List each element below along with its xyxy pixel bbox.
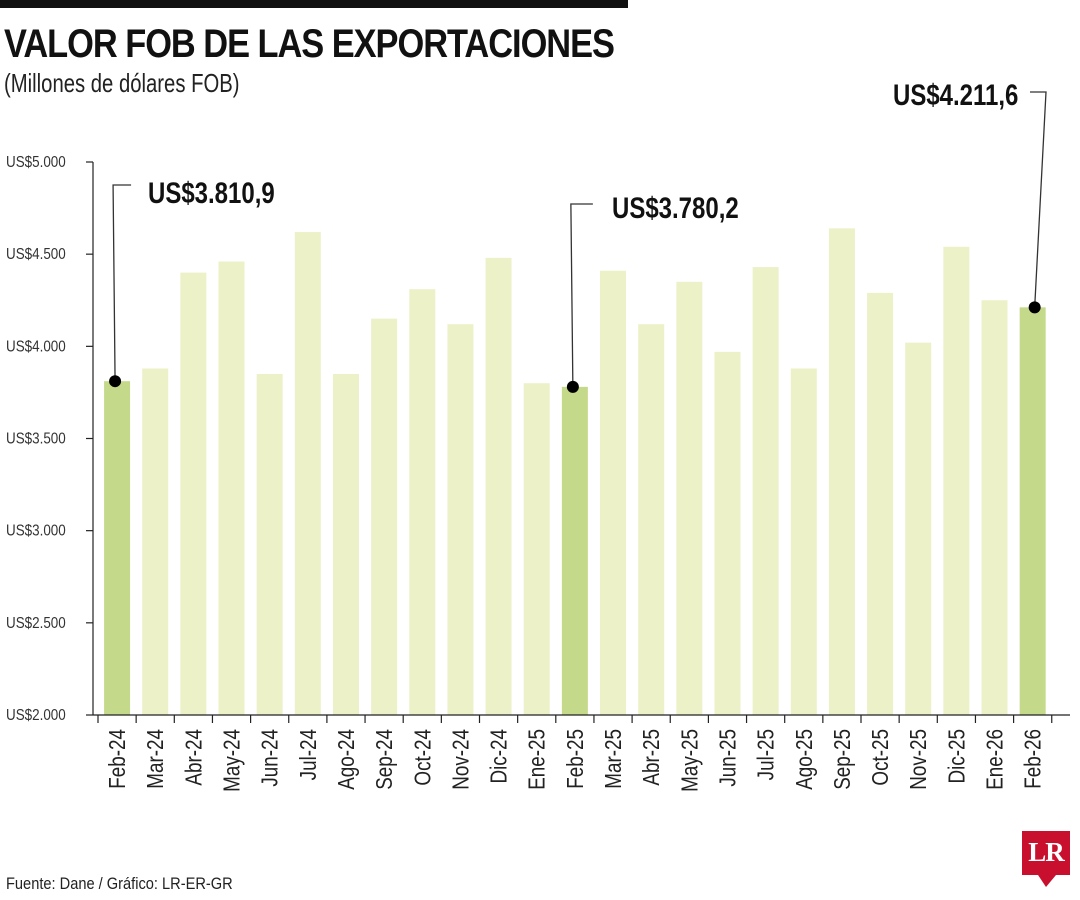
bar-mar-25 (600, 270, 627, 715)
x-tick-label-jun-25: Jun-25 (716, 729, 741, 787)
bar-abr-24 (180, 272, 207, 715)
x-tick-label-dic-24: Dic-24 (487, 729, 512, 784)
bar-feb-24 (104, 381, 131, 715)
bar-dic-24 (485, 257, 512, 715)
x-tick-label-jun-24: Jun-24 (258, 729, 283, 787)
bar-jul-24 (294, 232, 321, 715)
bar-ene-25 (523, 383, 550, 715)
bar-ago-25 (790, 368, 817, 715)
x-tick-label-feb-24: Feb-24 (105, 729, 130, 789)
bar-dic-25 (943, 246, 970, 715)
bar-oct-25 (867, 292, 894, 715)
annotation-leader-feb-26 (1030, 91, 1047, 308)
x-tick-label-dic-25: Dic-25 (945, 729, 970, 783)
bar-feb-26 (1019, 307, 1046, 715)
x-tick-label-feb-25: Feb-25 (563, 729, 588, 789)
source-note: Fuente: Dane / Gráfico: LR-ER-GR (6, 874, 233, 893)
x-tick-label-nov-24: Nov-24 (449, 729, 474, 790)
bar-abr-25 (638, 324, 665, 715)
x-tick-label-abr-25: Abr-25 (639, 729, 664, 786)
x-tick-label-sep-25: Sep-25 (830, 729, 855, 790)
x-tick-label-ene-26: Ene-26 (983, 729, 1008, 790)
x-tick-label-ene-25: Ene-25 (525, 729, 550, 790)
chart-subtitle: (Millones de dólares FOB) (4, 68, 240, 98)
bar-nov-25 (905, 342, 932, 715)
annotation-leader-feb-24 (112, 184, 132, 382)
bar-nov-24 (447, 324, 474, 715)
x-tick-label-mar-25: Mar-25 (601, 729, 626, 789)
annotation-label-feb-26: US$4.211,6 (893, 77, 1018, 111)
bar-jul-25 (752, 267, 779, 715)
x-tick-label-feb-26: Feb-26 (1021, 729, 1046, 789)
bar-oct-24 (409, 289, 436, 715)
x-tick-label-oct-24: Oct-24 (411, 729, 436, 786)
x-tick-label-nov-25: Nov-25 (907, 729, 932, 790)
annotation-label-feb-24: US$3.810,9 (148, 175, 275, 209)
y-tick-label-2000: US$2.000 (6, 707, 66, 724)
bar-may-25 (676, 281, 703, 715)
annotation-marker-feb-25 (566, 380, 579, 393)
bar-sep-25 (828, 228, 855, 716)
annotation-marker-feb-24 (109, 375, 122, 388)
annotation-label-feb-25: US$3.780,2 (612, 190, 739, 224)
logo-box (1022, 831, 1070, 875)
y-tick-label-4000: US$4.000 (6, 338, 66, 355)
x-tick-label-may-24: May-24 (220, 729, 245, 792)
annotation-leader-feb-25 (570, 203, 593, 387)
bar-jun-25 (714, 351, 741, 715)
x-tick-label-abr-24: Abr-24 (182, 729, 207, 786)
x-tick-label-mar-24: Mar-24 (144, 729, 169, 789)
y-tick-label-3500: US$3.500 (6, 431, 66, 448)
lr-logo: LR (1022, 831, 1070, 887)
x-tick-label-jul-24: Jul-24 (296, 729, 321, 781)
bar-ene-26 (981, 300, 1008, 715)
bar-mar-24 (142, 368, 169, 715)
chart-title: VALOR FOB DE LAS EXPORTACIONES (4, 22, 615, 66)
x-tick-label-may-25: May-25 (678, 729, 703, 792)
top-rule (0, 0, 628, 8)
bar-sep-24 (371, 318, 398, 715)
bar-ago-24 (332, 373, 359, 715)
logo-text: LR (1028, 837, 1065, 867)
y-tick-label-3000: US$3.000 (6, 523, 66, 540)
x-tick-label-sep-24: Sep-24 (372, 729, 397, 790)
x-tick-label-ago-25: Ago-25 (792, 729, 817, 790)
logo-tail (1038, 875, 1056, 887)
annotation-marker-feb-26 (1028, 301, 1041, 314)
x-tick-label-ago-24: Ago-24 (334, 729, 359, 790)
x-tick-label-oct-25: Oct-25 (868, 729, 893, 786)
y-tick-label-4500: US$4.500 (6, 246, 66, 263)
bar-jun-24 (256, 373, 283, 715)
y-tick-label-2500: US$2.500 (6, 615, 66, 632)
y-tick-label-5000: US$5.000 (6, 154, 66, 171)
x-tick-label-jul-25: Jul-25 (754, 729, 779, 780)
bar-may-24 (218, 261, 245, 715)
bar-feb-25 (561, 386, 588, 715)
